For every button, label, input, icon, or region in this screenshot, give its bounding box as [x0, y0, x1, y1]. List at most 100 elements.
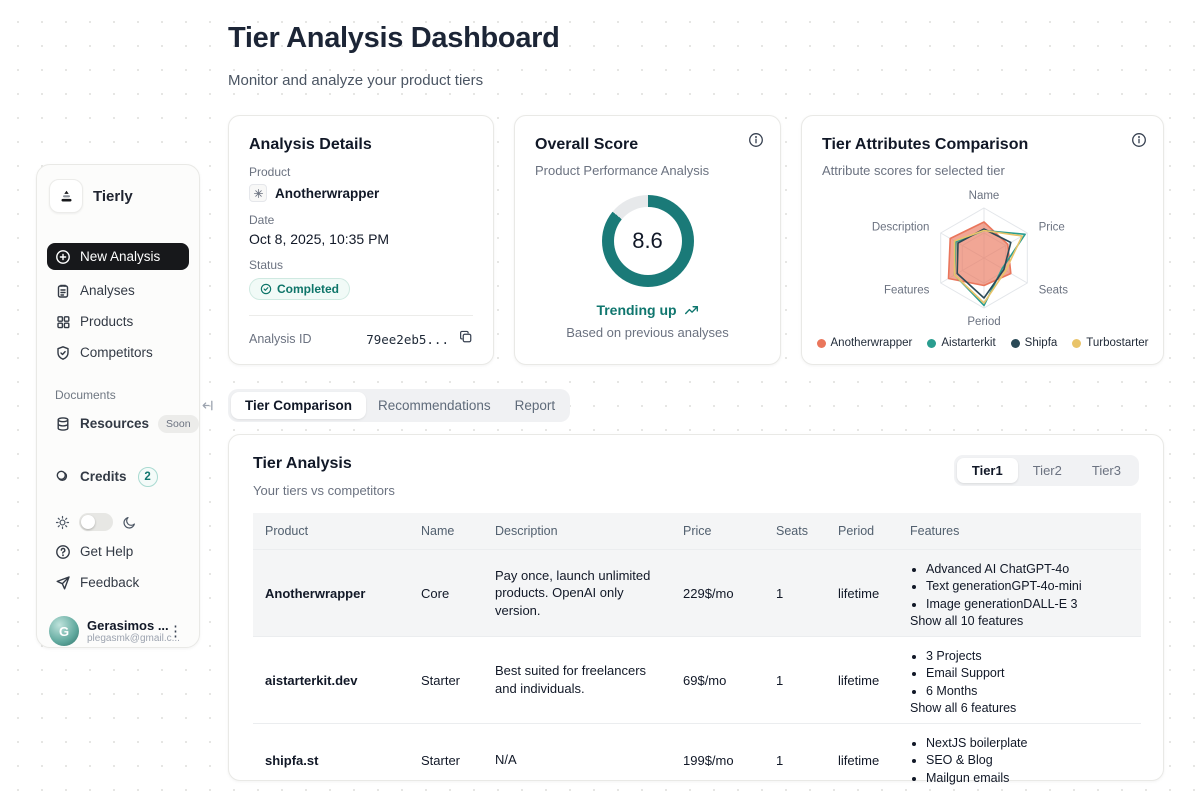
credits-count-badge: 2 — [137, 466, 158, 487]
nav-label: Resources — [80, 416, 150, 431]
legend-dot — [816, 338, 826, 348]
tier-attributes-card: Tier Attributes Comparison Attribute sco… — [801, 115, 1164, 365]
tier-table: Product Name Description Price Seats Per… — [253, 513, 1141, 796]
page-subtitle: Monitor and analyze your product tiers — [228, 72, 484, 89]
tier-analysis-card: Tier Analysis Your tiers vs competitors … — [228, 434, 1164, 796]
col-name: Name — [409, 513, 483, 550]
tier3-button[interactable]: Tier3 — [1091, 463, 1121, 478]
col-description: Description — [483, 513, 671, 550]
product-label: Product — [249, 165, 291, 179]
tierly-logo-icon — [49, 179, 83, 213]
documents-section-label: Documents — [55, 388, 116, 402]
brand-name: Tierly — [93, 187, 133, 205]
divider — [249, 315, 473, 316]
collapse-sidebar-icon[interactable] — [200, 398, 215, 418]
user-account[interactable]: G Gerasimos ... plegasmk@gmail.c... ⋮ — [47, 614, 189, 646]
nav-label: Get Help — [80, 544, 134, 559]
radar-axis-label: Seats — [1039, 285, 1069, 297]
nav-label: Credits — [80, 469, 127, 484]
circle-plus-icon — [55, 249, 71, 265]
status-badge: Completed — [249, 278, 351, 300]
analysis-id-label: Analysis ID — [249, 332, 312, 346]
radar-axis-label: Name — [969, 190, 1000, 202]
info-icon[interactable] — [748, 132, 764, 153]
date-label: Date — [249, 213, 275, 227]
features-list: NextJS boilerplate SEO & Blog Mailgun em… — [910, 736, 1129, 785]
sidebar-item-credits[interactable]: Credits 2 — [47, 461, 189, 492]
col-seats: Seats — [764, 513, 826, 550]
sidebar-item-resources[interactable]: Resources Soon — [47, 408, 199, 439]
soon-badge: Soon — [158, 414, 199, 433]
date-value: Oct 8, 2025, 10:35 PM — [249, 231, 390, 247]
nav-label: Competitors — [80, 345, 153, 360]
sidebar-item-analyses[interactable]: Analyses — [47, 275, 189, 306]
tab-report[interactable]: Report — [514, 398, 556, 413]
radar-axis-label: Period — [967, 316, 1000, 328]
radar-legend: Anotherwrapper Aistarterkit Shipfa Turbo… — [816, 337, 1149, 349]
tier-selector: Tier1 Tier2 Tier3 — [953, 455, 1139, 486]
help-circle-icon — [55, 544, 71, 560]
legend-dot — [927, 338, 937, 348]
sidebar-item-competitors[interactable]: Competitors — [47, 337, 189, 368]
sidebar-item-get-help[interactable]: Get Help — [47, 536, 189, 567]
sidebar-item-products[interactable]: Products — [47, 306, 189, 337]
show-all-features-link[interactable]: Show all 6 features — [910, 701, 1017, 715]
toggle-knob — [81, 515, 95, 529]
score-donut: 8.6 — [601, 195, 694, 287]
table-header-row: Product Name Description Price Seats Per… — [253, 513, 1141, 550]
tab-tier-comparison[interactable]: Tier Comparison — [231, 392, 367, 419]
card-title: Analysis Details — [249, 136, 372, 153]
table-row[interactable]: shipfa.st Starter N/A 199$/mo 1 lifetime… — [253, 723, 1141, 796]
kebab-menu-icon[interactable]: ⋮ — [168, 623, 183, 640]
copy-icon[interactable] — [458, 329, 473, 349]
info-icon[interactable] — [1131, 132, 1147, 153]
table-row[interactable]: Anotherwrapper Core Pay once, launch unl… — [253, 549, 1141, 637]
radar-chart: Name Price Seats Period Features Description — [872, 190, 1069, 328]
sidebar-nav: New Analysis Analyses Products — [47, 243, 189, 368]
nav-label: Feedback — [80, 575, 140, 590]
legend-item: Shipfa — [1010, 337, 1057, 349]
overall-score-card: Overall Score Product Performance Analys… — [514, 115, 781, 365]
table-title: Tier Analysis — [253, 455, 352, 472]
radar-series-aistarterkit — [953, 229, 1026, 307]
moon-icon — [122, 515, 137, 530]
page-title: Tier Analysis Dashboard — [228, 22, 560, 54]
tier2-button[interactable]: Tier2 — [1032, 463, 1062, 478]
features-list: 3 Projects Email Support 6 Months — [910, 649, 1129, 698]
send-icon — [55, 575, 71, 591]
card-title: Tier Attributes Comparison — [822, 136, 1029, 153]
status-label: Status — [249, 258, 284, 272]
col-price: Price — [671, 513, 764, 550]
sidebar-item-new-analysis[interactable]: New Analysis — [47, 243, 189, 270]
sun-icon — [55, 515, 70, 530]
shield-check-icon — [55, 345, 71, 361]
legend-item: Aistarterkit — [927, 337, 996, 349]
radar-axis-label: Price — [1039, 222, 1065, 234]
analysis-details-card: Analysis Details Product Anotherwrapper … — [228, 115, 494, 365]
avatar: G — [49, 616, 79, 646]
col-product: Product — [253, 513, 409, 550]
brand: Tierly — [47, 177, 189, 215]
theme-switcher — [47, 508, 189, 536]
main-tabs: Tier Comparison Recommendations Report — [228, 389, 571, 422]
grid-icon — [55, 314, 71, 330]
tab-recommendations[interactable]: Recommendations — [378, 398, 491, 413]
coins-icon — [55, 469, 71, 485]
legend-dot — [1010, 338, 1020, 348]
sidebar-item-feedback[interactable]: Feedback — [47, 567, 189, 598]
theme-toggle[interactable] — [79, 513, 113, 531]
check-circle-icon — [260, 283, 272, 295]
sidebar: Tierly New Analysis Analyses — [36, 164, 200, 648]
table-row[interactable]: aistarterkit.dev Starter Best suited for… — [253, 636, 1141, 724]
radar-axis-label: Features — [884, 285, 930, 297]
trend-note: Based on previous analyses — [566, 325, 729, 340]
analysis-id-value: 79ee2eb5... — [366, 331, 449, 347]
show-all-features-link[interactable]: Show all 10 features — [910, 614, 1024, 628]
radar-axis-label: Description — [872, 222, 930, 234]
database-icon — [55, 416, 71, 432]
product-logo-icon — [249, 184, 267, 202]
table-subtitle: Your tiers vs competitors — [253, 483, 395, 498]
nav-label: New Analysis — [80, 249, 161, 264]
card-title: Overall Score — [535, 136, 639, 153]
tier1-button[interactable]: Tier1 — [956, 458, 1018, 483]
